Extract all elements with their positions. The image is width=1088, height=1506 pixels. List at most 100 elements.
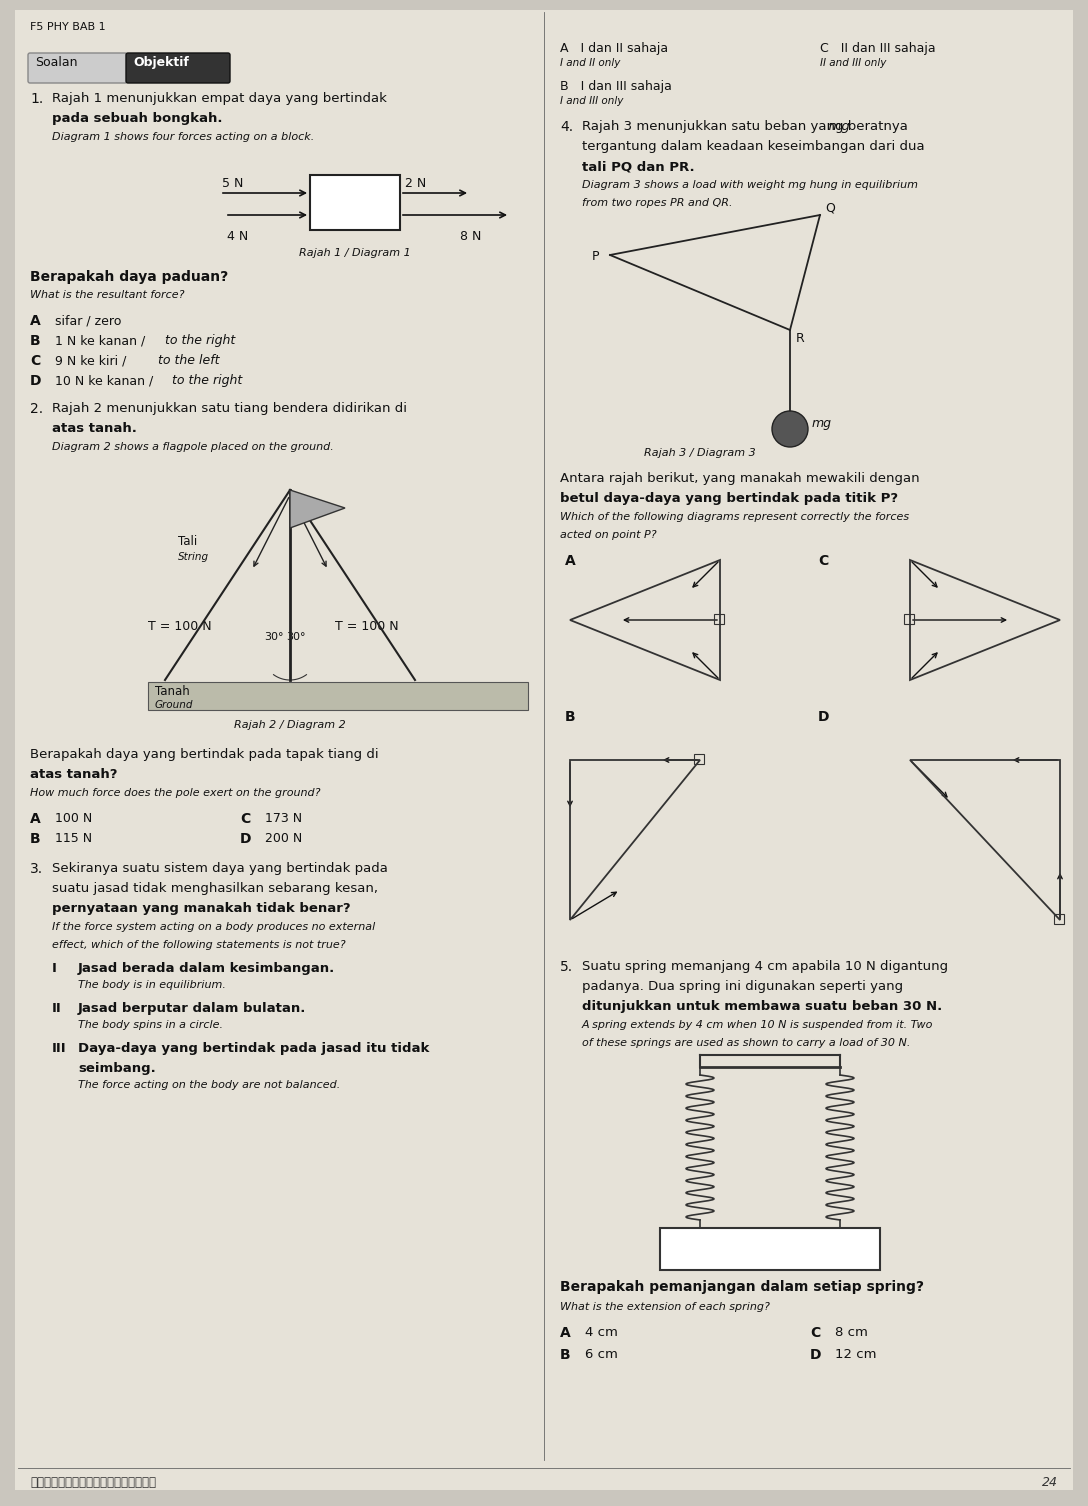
Text: Rajah 1 menunjukkan empat daya yang bertindak: Rajah 1 menunjukkan empat daya yang bert… (52, 92, 387, 105)
Bar (310, 175, 400, 230)
Text: of these springs are used as shown to carry a load of 30 N.: of these springs are used as shown to ca… (582, 1038, 911, 1048)
Text: Suatu spring memanjang 4 cm apabila 10 N digantung: Suatu spring memanjang 4 cm apabila 10 N… (582, 959, 948, 973)
Text: 3.: 3. (30, 861, 44, 876)
Text: betul daya-daya yang bertindak pada titik P?: betul daya-daya yang bertindak pada titi… (560, 492, 898, 505)
Text: to the right: to the right (165, 334, 235, 346)
Text: 6 cm: 6 cm (585, 1348, 618, 1361)
Text: ditunjukkan untuk membawa suatu beban 30 N.: ditunjukkan untuk membawa suatu beban 30… (582, 1000, 942, 1014)
Text: Berapakah daya yang bertindak pada tapak tiang di: Berapakah daya yang bertindak pada tapak… (30, 748, 379, 761)
Circle shape (772, 411, 808, 447)
Bar (1054, 914, 1064, 925)
Text: 1.: 1. (30, 92, 44, 105)
Text: Rajah 2 / Diagram 2: Rajah 2 / Diagram 2 (234, 720, 346, 730)
Text: 10 N ke kanan /: 10 N ke kanan / (55, 373, 158, 387)
Text: effect, which of the following statements is not true?: effect, which of the following statement… (52, 940, 346, 950)
Text: Antara rajah berikut, yang manakah mewakili dengan: Antara rajah berikut, yang manakah mewak… (560, 471, 919, 485)
Text: padanya. Dua spring ini digunakan seperti yang: padanya. Dua spring ini digunakan sepert… (582, 980, 903, 992)
Text: from two ropes PR and QR.: from two ropes PR and QR. (582, 197, 732, 208)
Text: F5 PHY BAB 1: F5 PHY BAB 1 (30, 23, 106, 32)
Text: Daya-daya yang bertindak pada jasad itu tidak: Daya-daya yang bertindak pada jasad itu … (78, 1042, 430, 1056)
Text: The body is in equilibrium.: The body is in equilibrium. (78, 980, 226, 989)
Text: Jasad berada dalam kesimbangan.: Jasad berada dalam kesimbangan. (78, 962, 335, 974)
Text: T = 100 N: T = 100 N (148, 620, 212, 633)
Text: Sekiranya suatu sistem daya yang bertindak pada: Sekiranya suatu sistem daya yang bertind… (52, 861, 388, 875)
Text: Diagram 3 shows a load with weight mg hung in equilibrium: Diagram 3 shows a load with weight mg hu… (582, 181, 918, 190)
Text: 2.: 2. (30, 402, 44, 416)
Text: 4 N: 4 N (227, 230, 248, 242)
Text: Objektif: Objektif (133, 56, 189, 69)
Text: D: D (809, 1348, 821, 1361)
Text: I and II only: I and II only (560, 59, 620, 68)
Text: A: A (565, 554, 576, 568)
Text: 5 N: 5 N (222, 178, 244, 190)
FancyBboxPatch shape (28, 53, 127, 83)
Text: sifar / zero: sifar / zero (55, 313, 122, 327)
Text: Berapakah daya paduan?: Berapakah daya paduan? (30, 270, 228, 285)
Text: 12 cm: 12 cm (834, 1348, 877, 1361)
Text: Soalan: Soalan (35, 56, 77, 69)
Text: T = 100 N: T = 100 N (335, 620, 398, 633)
Text: Diagram 2 shows a flagpole placed on the ground.: Diagram 2 shows a flagpole placed on the… (52, 441, 334, 452)
Text: Rajah 3 / Diagram 3: Rajah 3 / Diagram 3 (644, 447, 756, 458)
Text: atas tanah?: atas tanah? (30, 768, 118, 782)
Text: C: C (240, 812, 250, 825)
Text: Berapakah pemanjangan dalam setiap spring?: Berapakah pemanjangan dalam setiap sprin… (560, 1280, 924, 1294)
Text: B: B (30, 334, 40, 348)
Text: 8 cm: 8 cm (834, 1325, 868, 1339)
Text: P: P (592, 250, 599, 264)
Text: C   II dan III sahaja: C II dan III sahaja (820, 42, 936, 56)
Text: acted on point P?: acted on point P? (560, 530, 657, 541)
Text: B   I dan III sahaja: B I dan III sahaja (560, 80, 672, 93)
Text: C: C (30, 354, 40, 367)
Text: A spring extends by 4 cm when 10 N is suspended from it. Two: A spring extends by 4 cm when 10 N is su… (582, 1020, 934, 1030)
Text: III: III (52, 1042, 66, 1056)
Text: tali PQ dan PR.: tali PQ dan PR. (582, 160, 694, 173)
Text: C: C (809, 1325, 820, 1340)
Text: I and III only: I and III only (560, 96, 623, 105)
Text: 200 N: 200 N (265, 831, 302, 845)
Text: Jasad berputar dalam bulatan.: Jasad berputar dalam bulatan. (78, 1001, 307, 1015)
Text: R: R (796, 331, 805, 345)
Text: String: String (178, 553, 209, 562)
Text: 2 N: 2 N (405, 178, 426, 190)
Bar (148, 682, 528, 709)
Text: pernyataan yang manakah tidak benar?: pernyataan yang manakah tidak benar? (52, 902, 350, 916)
Text: II: II (52, 1001, 62, 1015)
Text: mg: mg (812, 417, 832, 431)
Text: 24: 24 (1042, 1476, 1058, 1489)
Text: 4.: 4. (560, 120, 573, 134)
Text: 115 N: 115 N (55, 831, 92, 845)
Text: B: B (565, 709, 576, 724)
Bar (660, 1227, 880, 1270)
Text: Rajah 2 menunjukkan satu tiang bendera didirikan di: Rajah 2 menunjukkan satu tiang bendera d… (52, 402, 407, 416)
Text: A   I dan II sahaja: A I dan II sahaja (560, 42, 668, 56)
Text: The body spins in a circle.: The body spins in a circle. (78, 1020, 223, 1030)
Text: 30°: 30° (286, 633, 306, 642)
Text: 8 N: 8 N (460, 230, 481, 242)
Text: atas tanah.: atas tanah. (52, 422, 137, 435)
Bar (714, 614, 724, 623)
Text: seimbang.: seimbang. (78, 1062, 156, 1075)
Text: Which of the following diagrams represent correctly the forces: Which of the following diagrams represen… (560, 512, 910, 523)
Text: 30 N: 30 N (754, 1230, 787, 1244)
Text: What is the resultant force?: What is the resultant force? (30, 291, 185, 300)
Text: The force acting on the body are not balanced.: The force acting on the body are not bal… (78, 1080, 341, 1090)
Bar (694, 755, 704, 764)
Text: A: A (30, 313, 40, 328)
Text: 1 N ke kanan /: 1 N ke kanan / (55, 334, 149, 346)
Text: to the right: to the right (172, 373, 243, 387)
Text: A: A (30, 812, 40, 825)
Text: D: D (240, 831, 251, 846)
Text: How much force does the pole exert on the ground?: How much force does the pole exert on th… (30, 788, 321, 798)
Text: 30°: 30° (264, 633, 284, 642)
Text: B: B (560, 1348, 570, 1361)
Text: pada sebuah bongkah.: pada sebuah bongkah. (52, 111, 223, 125)
Text: II and III only: II and III only (820, 59, 887, 68)
Text: 5.: 5. (560, 959, 573, 974)
Text: I: I (52, 962, 57, 974)
Text: C: C (818, 554, 828, 568)
Text: Rajah 1 / Diagram 1: Rajah 1 / Diagram 1 (299, 248, 411, 258)
Text: 9 N ke kiri /: 9 N ke kiri / (55, 354, 131, 367)
Text: If the force system acting on a body produces no external: If the force system acting on a body pro… (52, 922, 375, 932)
Text: Rajah 3 menunjukkan satu beban yang beratnya: Rajah 3 menunjukkan satu beban yang bera… (582, 120, 907, 133)
